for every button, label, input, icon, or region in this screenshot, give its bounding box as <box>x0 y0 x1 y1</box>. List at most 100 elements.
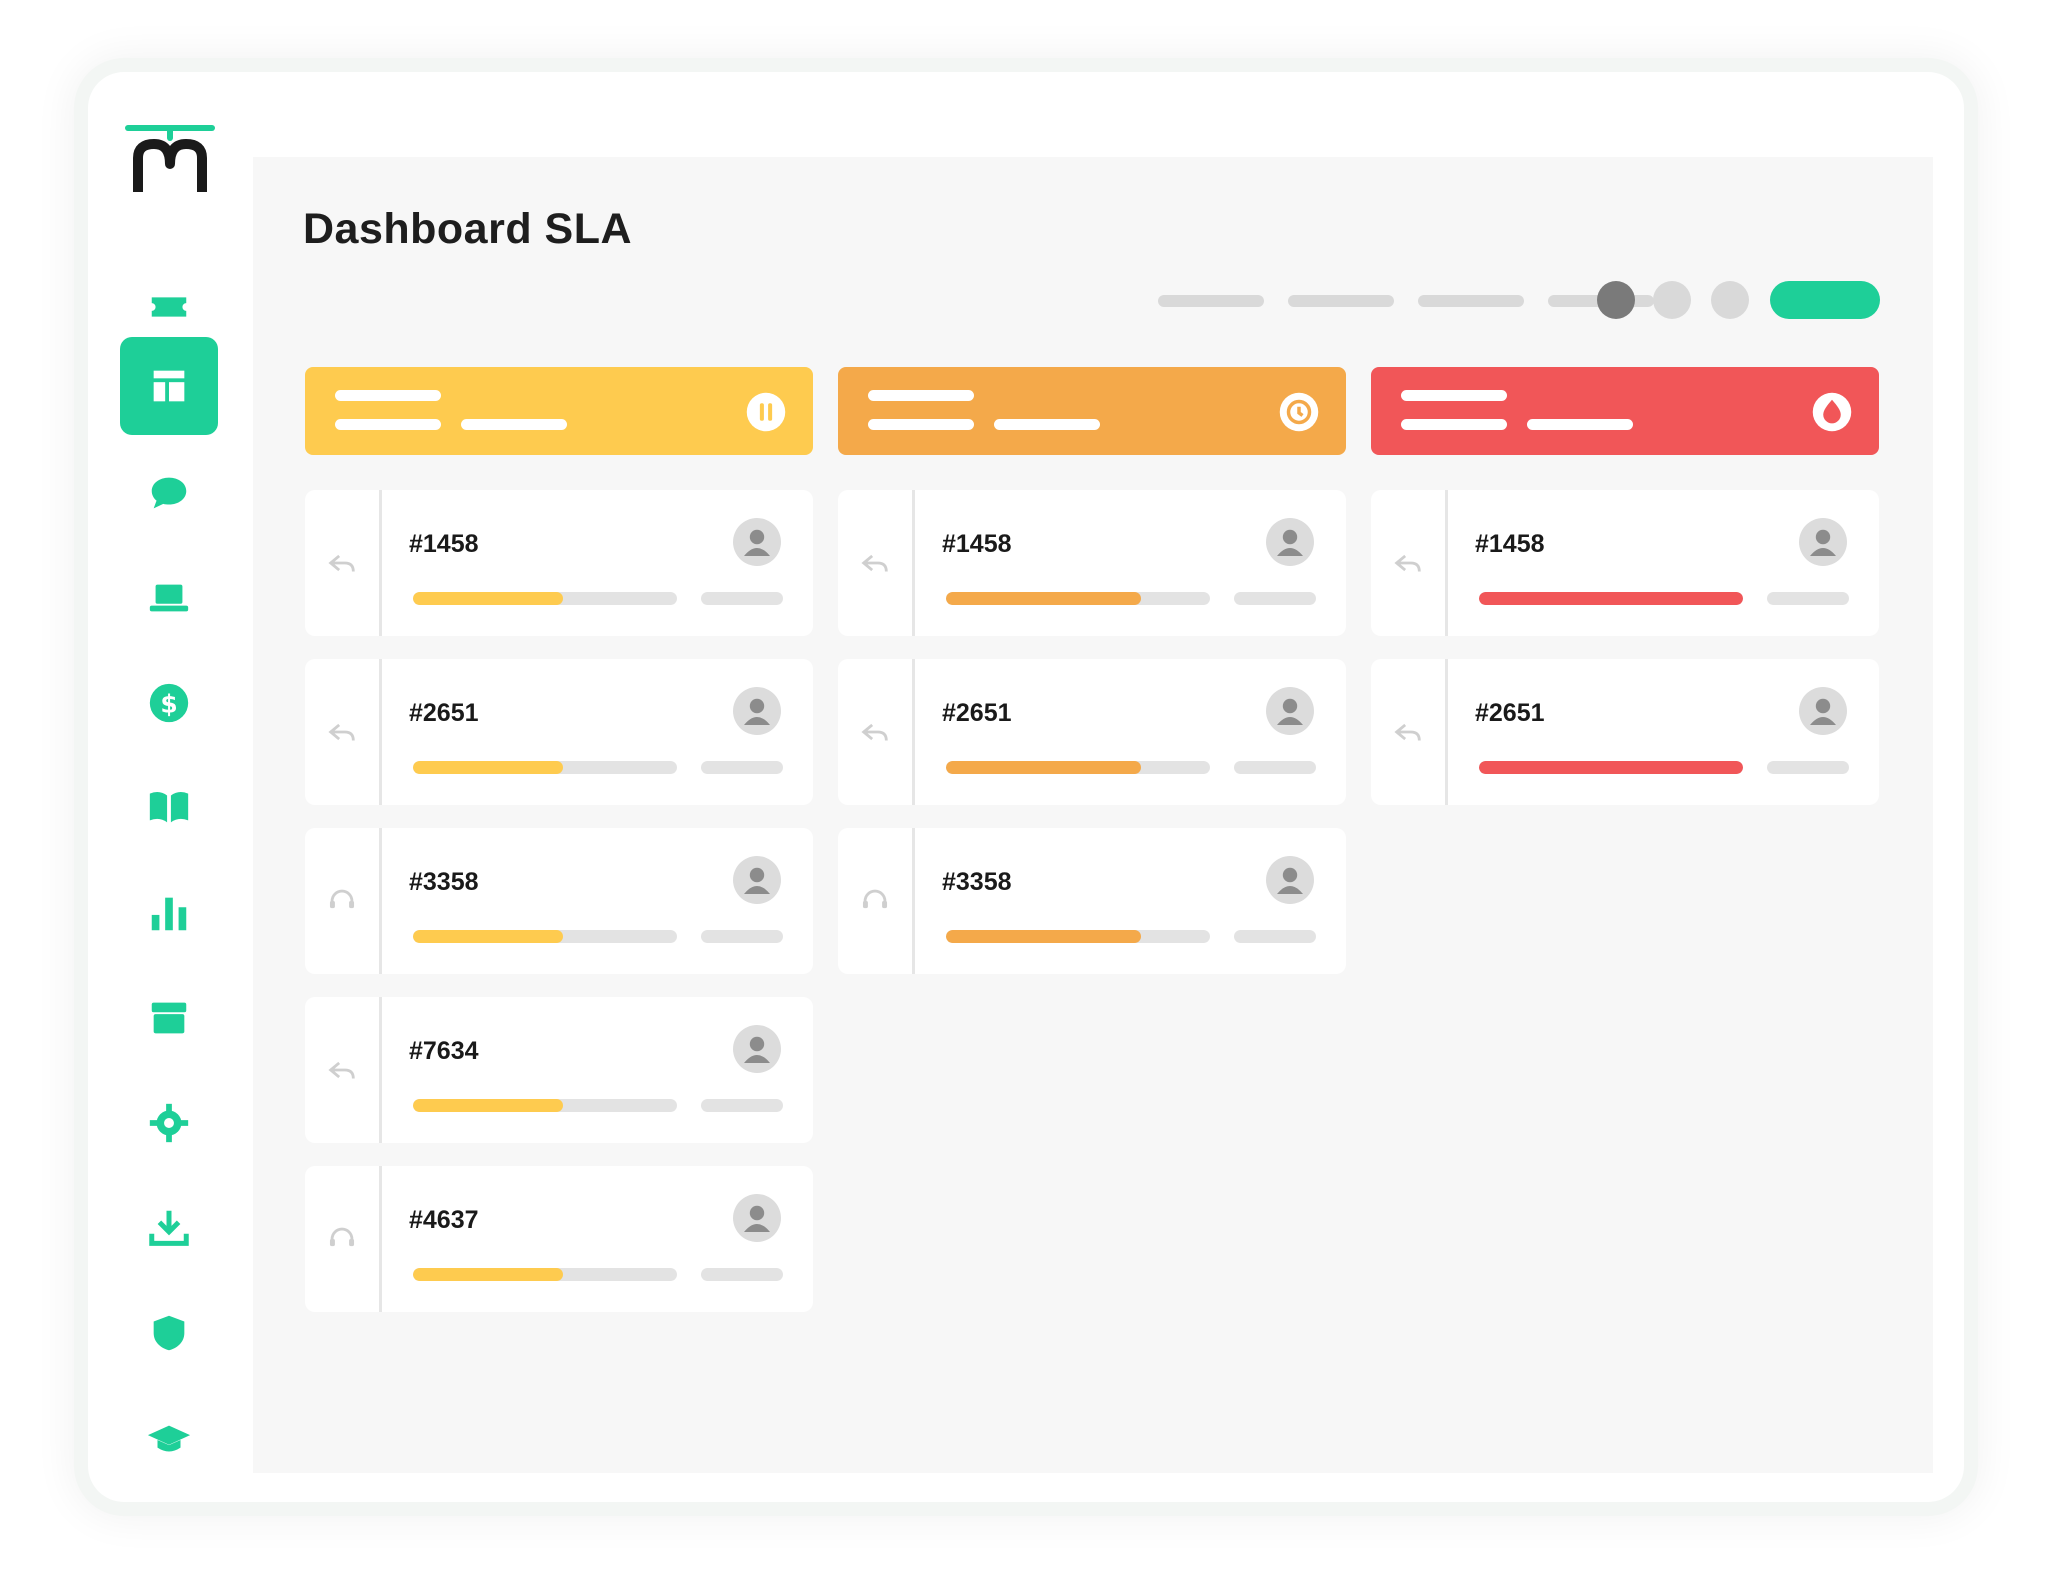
ticket-id: #1458 <box>942 530 1012 558</box>
sla-progress-bar <box>1479 761 1743 774</box>
shield-icon <box>153 1315 185 1351</box>
sidebar-item-security[interactable] <box>120 1284 218 1382</box>
sidebar-item-academy[interactable] <box>120 1390 218 1488</box>
ticket-card[interactable]: #2651 <box>1371 659 1879 805</box>
sla-progress-fill <box>413 1268 564 1281</box>
sidebar-item-computer[interactable] <box>120 549 218 647</box>
sidebar-item-archive[interactable] <box>120 969 218 1067</box>
avatar[interactable] <box>1266 856 1314 904</box>
sla-progress-bar <box>946 930 1210 943</box>
ticket-card[interactable]: #4637 <box>305 1166 813 1312</box>
avatar[interactable] <box>1799 518 1847 566</box>
sla-progress-bar <box>1479 592 1743 605</box>
reply-icon <box>861 723 888 741</box>
sidebar-item-settings[interactable] <box>120 1074 218 1172</box>
header-text-placeholder <box>335 390 441 401</box>
ticket-id: #1458 <box>409 530 479 558</box>
meta-placeholder <box>701 930 783 943</box>
topbar-dot[interactable] <box>1711 281 1749 319</box>
ticket-type <box>838 659 915 805</box>
topbar-action-button[interactable] <box>1770 281 1880 319</box>
app-window: $ Dashboard SLA <box>88 72 1964 1502</box>
sla-progress-fill <box>413 592 564 605</box>
sidebar-item-ticket[interactable] <box>120 258 218 356</box>
header-text-placeholder <box>868 419 974 430</box>
sla-progress-bar <box>413 1099 677 1112</box>
svg-text:$: $ <box>160 690 177 719</box>
ticket-card[interactable]: #1458 <box>838 490 1346 636</box>
ticket-type <box>305 659 382 805</box>
avatar[interactable] <box>733 856 781 904</box>
sla-progress-bar <box>413 761 677 774</box>
avatar[interactable] <box>733 687 781 735</box>
ticket-type <box>305 997 382 1143</box>
ticket-type <box>1371 659 1448 805</box>
ticket-id: #3358 <box>409 868 479 896</box>
ticket-type <box>305 1166 382 1312</box>
ticket-id: #4637 <box>409 1206 479 1234</box>
flame-icon <box>1812 392 1852 432</box>
ticket-card[interactable]: #3358 <box>305 828 813 974</box>
gear-icon <box>149 1103 189 1143</box>
avatar[interactable] <box>1266 518 1314 566</box>
avatar[interactable] <box>733 518 781 566</box>
sla-progress-bar <box>413 1268 677 1281</box>
avatar[interactable] <box>1266 687 1314 735</box>
reply-icon <box>328 723 355 741</box>
ticket-card[interactable]: #2651 <box>838 659 1346 805</box>
avatar[interactable] <box>733 1025 781 1073</box>
laptop-icon <box>149 584 189 612</box>
logo <box>125 125 215 192</box>
ticket-type <box>838 490 915 636</box>
avatar[interactable] <box>733 1194 781 1242</box>
ticket-id: #2651 <box>1475 699 1545 727</box>
meta-placeholder <box>701 761 783 774</box>
sidebar-item-download[interactable] <box>120 1179 218 1277</box>
book-icon <box>149 792 189 823</box>
sla-progress-fill <box>1479 761 1743 774</box>
sla-progress-bar <box>946 592 1210 605</box>
ticket-card[interactable]: #7634 <box>305 997 813 1143</box>
header-text-placeholder <box>994 419 1100 430</box>
topbar-dot-active[interactable] <box>1597 281 1635 319</box>
ticket-id: #1458 <box>1475 530 1545 558</box>
header-text-placeholder <box>1401 390 1507 401</box>
archive-icon <box>151 1002 187 1034</box>
sla-progress-fill <box>413 930 564 943</box>
page-title: Dashboard SLA <box>303 205 633 253</box>
sla-progress-fill <box>946 592 1142 605</box>
topbar-nav-placeholder-1[interactable] <box>1158 295 1264 307</box>
meta-placeholder <box>1234 761 1316 774</box>
sla-progress-fill <box>946 761 1142 774</box>
topbar-dot[interactable] <box>1653 281 1691 319</box>
pause-icon <box>746 392 786 432</box>
column-header-1 <box>305 367 813 455</box>
topbar-nav-placeholder-2[interactable] <box>1288 295 1394 307</box>
sidebar-item-chat[interactable] <box>120 444 218 542</box>
chat-bubble-icon <box>151 477 187 509</box>
sidebar-item-dashboard[interactable] <box>120 337 218 435</box>
meta-placeholder <box>701 592 783 605</box>
graduation-cap-icon <box>147 1425 191 1452</box>
clock-icon <box>1279 392 1319 432</box>
column-header-2 <box>838 367 1346 455</box>
reply-icon <box>861 554 888 572</box>
sidebar-item-reports[interactable] <box>120 864 218 962</box>
topbar-nav-placeholder-3[interactable] <box>1418 295 1524 307</box>
avatar[interactable] <box>1799 687 1847 735</box>
headset-icon <box>329 889 355 909</box>
reply-icon <box>328 554 355 572</box>
ticket-icon <box>151 297 187 317</box>
headset-icon <box>329 1227 355 1247</box>
sidebar-item-knowledge[interactable] <box>120 758 218 856</box>
ticket-card[interactable]: #3358 <box>838 828 1346 974</box>
sla-progress-fill <box>946 930 1142 943</box>
main-content: Dashboard SLA # <box>253 157 1933 1473</box>
meta-placeholder <box>701 1099 783 1112</box>
ticket-card[interactable]: #1458 <box>305 490 813 636</box>
sla-progress-bar <box>413 592 677 605</box>
ticket-card[interactable]: #1458 <box>1371 490 1879 636</box>
sidebar-item-billing[interactable]: $ <box>120 654 218 752</box>
sla-progress-fill <box>413 1099 564 1112</box>
ticket-card[interactable]: #2651 <box>305 659 813 805</box>
